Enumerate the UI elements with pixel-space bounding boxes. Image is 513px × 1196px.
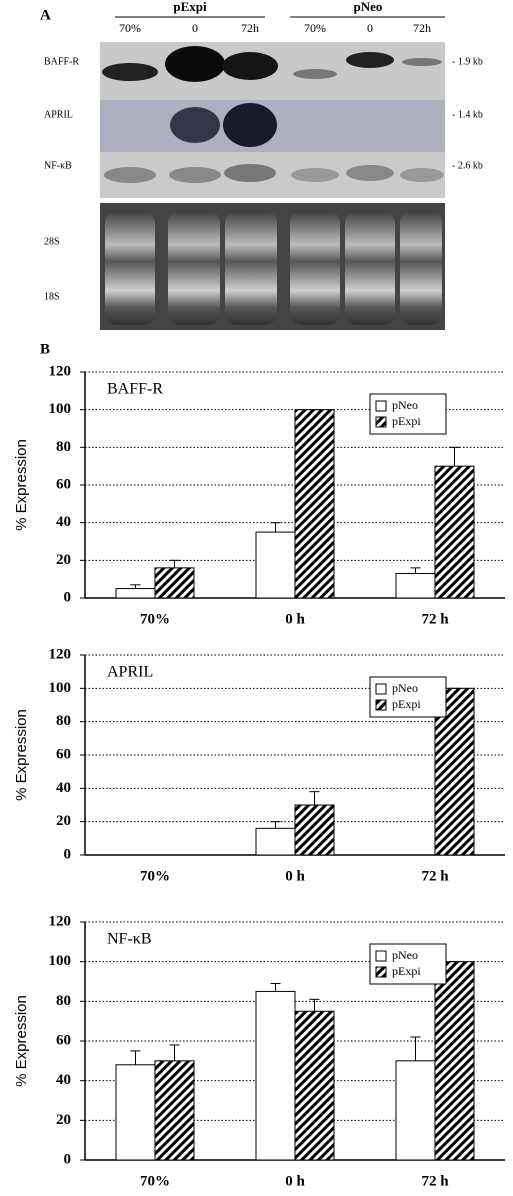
size-label: - 2.6 kb (452, 160, 483, 171)
x-tick-label: 0 h (285, 611, 305, 627)
y-tick-label: 80 (56, 993, 71, 1009)
row-label: 18S (44, 291, 60, 302)
group-label: pNeo (354, 0, 383, 14)
y-tick-label: 60 (56, 476, 71, 492)
y-tick-label: 20 (56, 1112, 71, 1128)
error-bar (310, 999, 320, 1011)
legend-label: pExpi (392, 414, 421, 428)
chart: 0 20 40 60 80 100 120 70% 0 h 72 h NF-κB % Expressi… (13, 913, 505, 1189)
bar (256, 532, 295, 598)
lane-label: 0 (367, 21, 373, 35)
y-tick-label: 20 (56, 813, 71, 829)
legend-swatch (376, 401, 386, 411)
x-tick-label: 72 h (421, 1173, 449, 1189)
legend-swatch (376, 951, 386, 961)
x-tick-label: 0 h (285, 1173, 305, 1189)
bar (155, 568, 194, 598)
bar (155, 1061, 194, 1160)
y-tick-label: 80 (56, 713, 71, 729)
bar (116, 589, 155, 598)
bar (396, 574, 435, 598)
size-label: - 1.9 kb (452, 56, 483, 67)
bar (256, 991, 295, 1160)
y-tick-label: 100 (49, 680, 72, 696)
row-label: NF-κB (44, 160, 72, 171)
chart: 0 20 40 60 80 100 120 70% 0 h 72 h BAFF-R % Express… (13, 363, 505, 627)
x-tick-label: 70% (140, 611, 170, 627)
y-axis-label: % Expression (13, 709, 30, 801)
y-tick-label: 100 (49, 953, 72, 969)
bar (295, 805, 334, 855)
error-bar (271, 822, 281, 829)
x-tick-label: 72 h (421, 868, 449, 884)
y-tick-label: 60 (56, 746, 71, 762)
error-bar (271, 523, 281, 532)
x-tick-label: 0 h (285, 868, 305, 884)
lane-label: 70% (304, 21, 326, 35)
x-tick-label: 72 h (421, 611, 449, 627)
bar (116, 1065, 155, 1160)
error-bar (131, 1051, 141, 1065)
x-tick-label: 70% (140, 868, 170, 884)
y-tick-label: 40 (56, 1072, 71, 1088)
y-tick-label: 100 (49, 401, 72, 417)
bar (295, 1011, 334, 1160)
legend-swatch (376, 684, 386, 694)
x-tick-label: 70% (140, 1173, 170, 1189)
lane-label: 0 (192, 21, 198, 35)
lane-label: 72h (241, 21, 259, 35)
lane-label: 70% (119, 21, 141, 35)
y-tick-label: 40 (56, 780, 71, 796)
y-tick-label: 120 (49, 363, 72, 379)
y-axis-label: % Expression (13, 995, 30, 1087)
legend-swatch (376, 967, 386, 977)
chart-title: BAFF-R (107, 381, 163, 398)
figure: ApExpi pNeo 70% 0 72h 70% 0 72h BAFF-R APRIL NF-κB… (0, 0, 513, 1196)
y-axis-label: % Expression (13, 439, 30, 531)
legend-label: pNeo (392, 398, 418, 412)
panel-label: A (40, 7, 51, 23)
bar (396, 1061, 435, 1160)
row-label: APRIL (44, 109, 73, 120)
legend-swatch (376, 700, 386, 710)
y-tick-label: 60 (56, 1032, 71, 1048)
y-tick-label: 120 (49, 646, 72, 662)
y-tick-label: 80 (56, 439, 71, 455)
legend-label: pExpi (392, 964, 421, 978)
error-bar (411, 568, 421, 574)
error-bar (271, 983, 281, 991)
legend-label: pNeo (392, 948, 418, 962)
y-tick-label: 0 (64, 1151, 72, 1167)
size-label: - 1.4 kb (452, 109, 483, 120)
y-tick-label: 20 (56, 552, 71, 568)
bar (256, 828, 295, 855)
lane-label: 72h (413, 21, 431, 35)
error-bar (170, 560, 180, 568)
row-label: BAFF-R (44, 56, 79, 67)
legend-swatch (376, 417, 386, 427)
y-tick-label: 0 (64, 589, 72, 605)
bar (295, 410, 334, 598)
legend-label: pNeo (392, 681, 418, 695)
y-tick-label: 120 (49, 913, 72, 929)
bar (435, 962, 474, 1160)
chart: 0 20 40 60 80 100 120 70% 0 h 72 h APRIL % Expressi… (13, 646, 505, 884)
blot-image (100, 17, 445, 330)
error-bar (310, 792, 320, 805)
y-tick-label: 0 (64, 846, 72, 862)
chart-title: APRIL (107, 664, 153, 681)
y-tick-label: 40 (56, 514, 71, 530)
error-bar (131, 585, 141, 589)
error-bar (450, 447, 460, 466)
panel-label: B (40, 341, 50, 357)
legend-label: pExpi (392, 697, 421, 711)
group-label: pExpi (173, 0, 207, 14)
bar (435, 466, 474, 598)
row-label: 28S (44, 236, 60, 247)
error-bar (170, 1045, 180, 1061)
chart-title: NF-κB (107, 931, 152, 948)
